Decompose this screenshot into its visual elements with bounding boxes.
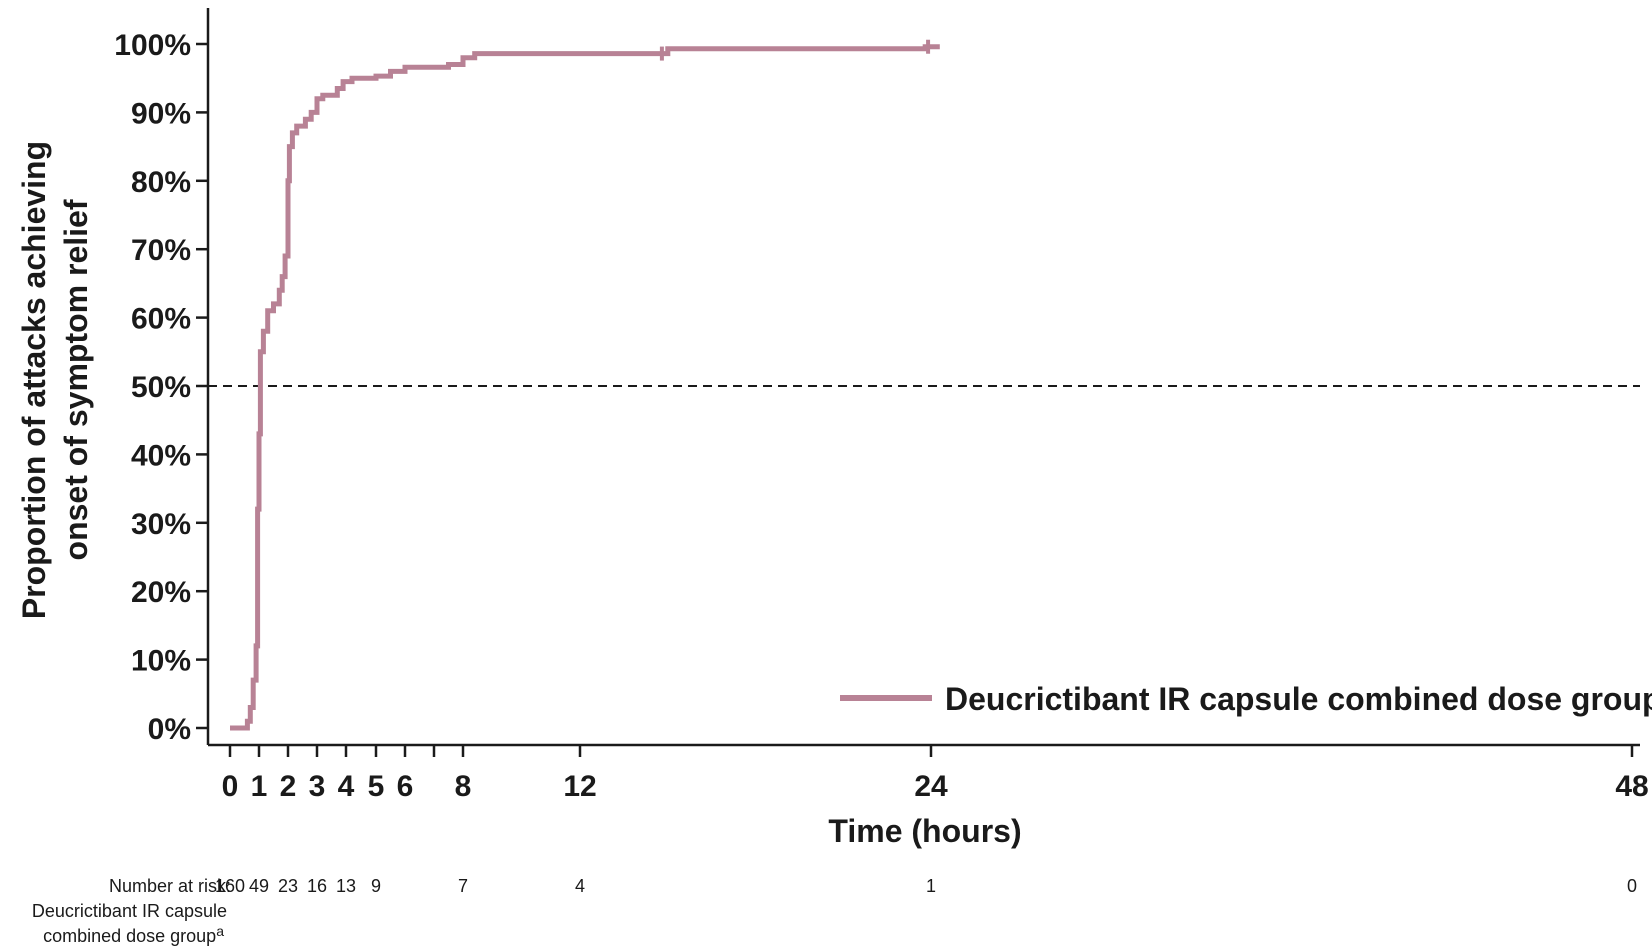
y-tick-label: 20% [131,576,191,609]
y-tick-label: 0% [148,713,191,746]
risk-group-label-sup: a [216,923,224,939]
x-tick-label: 2 [280,770,297,803]
y-tick-label: 60% [131,303,191,336]
x-axis-title: Time (hours) [828,813,1021,849]
y-tick-label: 40% [131,439,191,472]
risk-table-title: Number at risk: [109,876,231,896]
series-layer [230,39,940,731]
km-curve [230,44,940,731]
y-tick-label: 10% [131,645,191,678]
legend-label: Deucrictibant IR capsule combined dose g… [945,681,1652,717]
y-ticks: 0% 10% 20% 30% 40% 50% 60% 70% 80% 90% 100% [114,29,208,746]
risk-count: 49 [249,876,269,896]
legend: Deucrictibant IR capsule combined dose g… [840,681,1652,717]
number-at-risk-table: Number at risk: Deucrictibant IR capsule… [32,876,1637,946]
x-tick-label: 1 [251,770,268,803]
x-tick-label: 12 [563,770,596,803]
risk-group-label-line2: combined dose groupa [43,923,224,946]
risk-count: 7 [458,876,468,896]
risk-count: 160 [215,876,245,896]
x-ticks: 0 1 2 3 4 5 6 8 12 24 48 [222,745,1649,803]
x-tick-label: 8 [455,770,472,803]
risk-count: 16 [307,876,327,896]
y-tick-label: 100% [114,29,191,62]
y-tick-label: 90% [131,97,191,130]
y-tick-label: 50% [131,371,191,404]
x-tick-label: 48 [1615,770,1648,803]
risk-count: 4 [575,876,585,896]
y-tick-label: 30% [131,508,191,541]
y-tick-label: 80% [131,166,191,199]
risk-group-label-line2-text: combined dose group [43,926,216,946]
risk-counts: 160 49 23 16 13 9 7 4 1 0 [215,876,1637,896]
risk-count: 9 [371,876,381,896]
legend-label-text: Deucrictibant IR capsule combined dose g… [945,681,1652,717]
risk-count: 13 [336,876,356,896]
x-tick-label: 24 [914,770,948,803]
risk-count: 23 [278,876,298,896]
risk-group-label-line1: Deucrictibant IR capsule [32,901,227,921]
x-tick-label: 6 [397,770,414,803]
x-tick-label: 0 [222,770,239,803]
risk-count: 1 [926,876,936,896]
y-axis-title-line2: onset of symptom relief [58,199,94,560]
risk-count: 0 [1627,876,1637,896]
y-axis-title-line1: Proportion of attacks achieving [16,141,52,619]
x-tick-label: 3 [309,770,326,803]
y-tick-label: 70% [131,234,191,267]
x-tick-label: 4 [338,770,355,803]
x-tick-label: 5 [368,770,385,803]
